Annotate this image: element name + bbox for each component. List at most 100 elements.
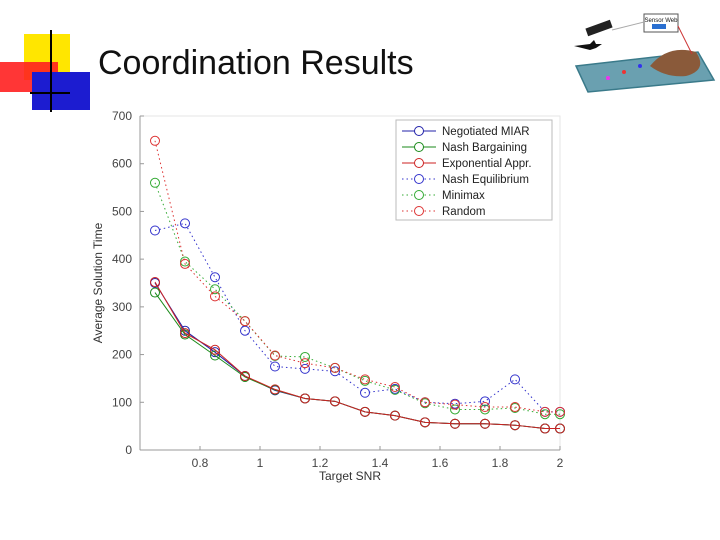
- legend-label: Nash Bargaining: [442, 142, 527, 154]
- data-point: [510, 420, 520, 431]
- solution-time-chart: 0 100 200 300 400 500 600 700 0.8 1 1.2 1.4 1.6 1.8 2 T…: [91, 109, 565, 483]
- y-tick-label: 500: [112, 204, 132, 218]
- data-point: [240, 371, 250, 382]
- data-point: [540, 406, 550, 417]
- y-tick-label: 400: [112, 252, 132, 266]
- data-point: [360, 387, 370, 398]
- legend-label: Minimax: [442, 190, 485, 202]
- data-point: [510, 374, 520, 385]
- y-tick-label: 100: [112, 395, 132, 409]
- legend-item: Nash Bargaining: [402, 142, 527, 154]
- legend-item: Minimax: [402, 190, 485, 202]
- data-point: [480, 402, 490, 413]
- data-point: [180, 256, 190, 267]
- data-point: [180, 325, 190, 336]
- logo-label: Sensor Web: [645, 18, 679, 24]
- y-axis-label: Average Solution Time: [91, 222, 105, 343]
- data-point: [510, 402, 520, 413]
- data-point: [390, 384, 400, 395]
- data-point: [240, 325, 250, 336]
- legend-marker: [414, 174, 424, 184]
- legend-marker: [414, 126, 424, 136]
- series-exponential-appr: [150, 277, 565, 434]
- x-tick-label: 1.8: [492, 456, 509, 470]
- slide-title: Coordination Results: [98, 44, 414, 82]
- legend-marker: [414, 206, 424, 216]
- series-line: [154, 182, 560, 415]
- y-tick-label: 0: [125, 443, 132, 457]
- legend-item: Nash Equilibrium: [402, 174, 529, 186]
- data-point: [390, 410, 400, 421]
- data-point: [240, 316, 250, 327]
- data-point: [330, 366, 340, 377]
- legend-label: Nash Equilibrium: [442, 174, 529, 186]
- series-nash-equilibrium: [150, 218, 565, 417]
- data-point: [540, 409, 550, 420]
- data-point: [180, 328, 190, 339]
- legend-item: Negotiated MIAR: [402, 126, 530, 138]
- logo-airplane-icon: [574, 40, 602, 50]
- data-point: [480, 404, 490, 415]
- data-point: [330, 362, 340, 373]
- legend-box: [395, 119, 553, 221]
- series-random: [150, 135, 565, 417]
- data-point: [300, 363, 310, 374]
- series-line: [154, 292, 560, 430]
- data-point: [420, 397, 430, 408]
- data-point: [180, 258, 190, 269]
- x-tick-label: 0.8: [192, 456, 209, 470]
- series-line: [154, 281, 560, 430]
- x-tick-label: 1.6: [432, 456, 449, 470]
- decor-vertical-line: [50, 30, 52, 112]
- data-point: [480, 418, 490, 429]
- data-point: [150, 225, 160, 236]
- data-point: [555, 423, 565, 434]
- data-point: [270, 361, 280, 372]
- data-point: [150, 135, 160, 146]
- data-point: [420, 417, 430, 428]
- data-point: [270, 350, 280, 361]
- legend-label: Random: [442, 206, 485, 218]
- data-point: [150, 277, 160, 288]
- legend-label: Negotiated MIAR: [442, 126, 530, 138]
- data-point: [540, 423, 550, 434]
- x-tick-label: 1.4: [372, 456, 389, 470]
- data-point: [360, 374, 370, 385]
- data-point: [210, 350, 220, 361]
- series-negotiated-miar: [150, 278, 565, 434]
- legend-marker: [414, 190, 424, 200]
- series-line: [154, 222, 560, 413]
- data-point: [210, 284, 220, 295]
- y-tick-label: 600: [112, 157, 132, 171]
- data-point: [270, 384, 280, 395]
- legend-label: Exponential Appr.: [442, 158, 532, 170]
- data-point: [210, 272, 220, 283]
- sensor-web-logo: Sensor Web: [574, 13, 716, 93]
- x-tick-label: 1.2: [312, 456, 329, 470]
- data-point: [450, 399, 460, 410]
- data-point: [300, 393, 310, 404]
- logo-satellite-icon: [585, 19, 613, 37]
- data-point: [450, 404, 460, 415]
- y-tick-label: 300: [112, 300, 132, 314]
- data-point: [210, 291, 220, 302]
- data-point: [210, 344, 220, 355]
- y-tick-label: 700: [112, 109, 132, 123]
- x-axis-label: Target SNR: [319, 469, 381, 483]
- data-point: [555, 406, 565, 417]
- data-point: [180, 218, 190, 229]
- y-tick-label: 200: [112, 348, 132, 362]
- decor-horizontal-line: [30, 92, 70, 94]
- data-point: [360, 406, 370, 417]
- legend-marker: [414, 158, 424, 168]
- data-point: [150, 287, 160, 298]
- data-point: [390, 382, 400, 393]
- x-tick-label: 1: [257, 456, 264, 470]
- data-point: [555, 409, 565, 420]
- data-point: [150, 177, 160, 188]
- legend-item: Random: [402, 206, 485, 218]
- series-nash-bargaining: [150, 287, 565, 434]
- data-point: [330, 396, 340, 407]
- legend-item: Exponential Appr.: [402, 158, 532, 170]
- x-tick-label: 2: [557, 456, 564, 470]
